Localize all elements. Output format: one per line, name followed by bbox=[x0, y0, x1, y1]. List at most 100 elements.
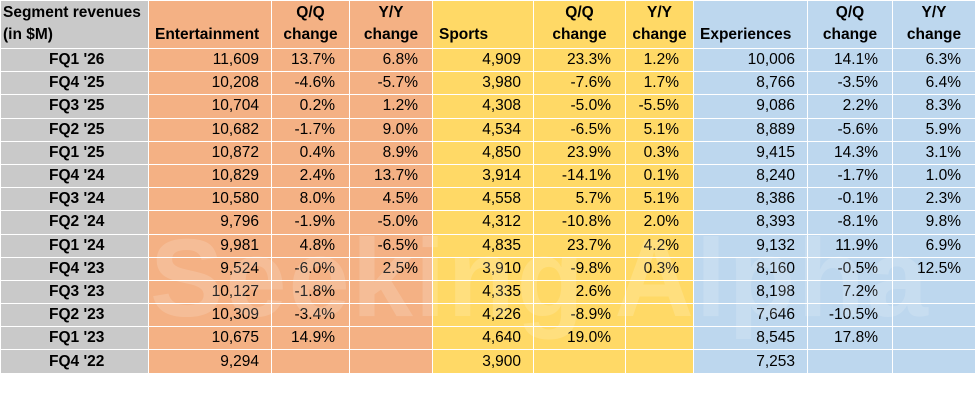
sports-qq-cell: 23.9% bbox=[533, 140, 626, 165]
experiences-qq-cell bbox=[807, 349, 893, 374]
sports-revenue-cell: 4,558 bbox=[432, 187, 534, 212]
experiences-yy-cell bbox=[892, 326, 975, 351]
entertainment-qq-cell: -6.0% bbox=[271, 256, 350, 281]
experiences-revenue-cell: 8,240 bbox=[693, 163, 808, 189]
sports-qq-cell: -14.1% bbox=[533, 163, 626, 189]
period-cell: FQ2 '25 bbox=[0, 117, 149, 142]
sports-revenue-cell: 3,914 bbox=[432, 163, 534, 189]
experiences-yy-cell: 6.4% bbox=[892, 71, 975, 96]
segment-revenues-header: Segment revenues (in $M) bbox=[0, 0, 149, 49]
sports-revenue-cell: 4,308 bbox=[432, 94, 534, 119]
experiences-qq-cell: -0.5% bbox=[807, 256, 893, 281]
entertainment-yy-cell bbox=[349, 279, 433, 305]
sports-qq-cell: 19.0% bbox=[533, 326, 626, 351]
sports-yy-cell: 0.1% bbox=[625, 163, 694, 189]
experiences-revenue-cell: 8,545 bbox=[693, 326, 808, 351]
experiences-revenue-cell: 8,160 bbox=[693, 256, 808, 281]
experiences-qq-cell: 2.2% bbox=[807, 94, 893, 119]
entertainment-qq-cell: 2.4% bbox=[271, 163, 350, 189]
entertainment-yy-cell: -5.0% bbox=[349, 210, 433, 235]
experiences-qq-cell: 7.2% bbox=[807, 279, 893, 305]
entertainment-revenue-cell: 10,829 bbox=[148, 163, 272, 189]
table-row: FQ1 '24 9,981 4.8% -6.5% 4,835 23.7% 4.2% 9,132… bbox=[0, 233, 975, 258]
sports-revenue-cell: 4,640 bbox=[432, 326, 534, 351]
entertainment-qq-cell: 14.9% bbox=[271, 326, 350, 351]
experiences-yy-cell: 6.9% bbox=[892, 233, 975, 258]
entertainment-qq-cell: -1.8% bbox=[271, 279, 350, 305]
entertainment-yy-cell bbox=[349, 326, 433, 351]
entertainment-yy-cell: 9.0% bbox=[349, 117, 433, 142]
sports-revenue-cell: 4,335 bbox=[432, 279, 534, 305]
experiences-yy-cell: 1.0% bbox=[892, 163, 975, 189]
entertainment-revenue-cell: 10,675 bbox=[148, 326, 272, 351]
sports-qq-cell bbox=[533, 349, 626, 374]
experiences-qq-cell: 14.1% bbox=[807, 47, 893, 73]
period-cell: FQ3 '23 bbox=[0, 279, 149, 305]
experiences-qq-cell: -3.5% bbox=[807, 71, 893, 96]
entertainment-revenue-cell: 9,981 bbox=[148, 233, 272, 258]
entertainment-qq-cell: 4.8% bbox=[271, 233, 350, 258]
sports-revenue-cell: 3,900 bbox=[432, 349, 534, 374]
table-row: FQ1 '25 10,872 0.4% 8.9% 4,850 23.9% 0.3% 9,415… bbox=[0, 140, 975, 165]
experiences-revenue-cell: 7,253 bbox=[693, 349, 808, 374]
sports-yy-cell: 1.2% bbox=[625, 47, 694, 73]
table-row: FQ3 '24 10,580 8.0% 4.5% 4,558 5.7% 5.1% 8,386-… bbox=[0, 187, 975, 212]
sports-revenue-cell: 4,850 bbox=[432, 140, 534, 165]
sports-yy-cell: 1.7% bbox=[625, 71, 694, 96]
sports-yy-cell: -5.5% bbox=[625, 94, 694, 119]
period-cell: FQ2 '23 bbox=[0, 303, 149, 328]
sports-revenue-cell: 4,534 bbox=[432, 117, 534, 142]
experiences-yy-cell bbox=[892, 349, 975, 374]
entertainment-yy-cell bbox=[349, 303, 433, 328]
experiences-revenue-cell: 9,415 bbox=[693, 140, 808, 165]
table-row: FQ3 '23 10,127 -1.8% 4,335 2.6% 8,198 7.2% bbox=[0, 279, 975, 305]
period-cell: FQ4 '24 bbox=[0, 163, 149, 189]
period-cell: FQ4 '25 bbox=[0, 71, 149, 96]
experiences-qq-cell: 17.8% bbox=[807, 326, 893, 351]
entertainment-revenue-cell: 10,682 bbox=[148, 117, 272, 142]
entertainment-qq-cell: 0.2% bbox=[271, 94, 350, 119]
entertainment-yy-cell: 8.9% bbox=[349, 140, 433, 165]
sports-yy-cell: 2.0% bbox=[625, 210, 694, 235]
entertainment-revenue-cell: 11,609 bbox=[148, 47, 272, 73]
entertainment-revenue-cell: 9,294 bbox=[148, 349, 272, 374]
entertainment-yy-cell: 6.8% bbox=[349, 47, 433, 73]
entertainment-yy-cell: 4.5% bbox=[349, 187, 433, 212]
sports-header: Sports bbox=[432, 0, 534, 49]
period-cell: FQ4 '23 bbox=[0, 256, 149, 281]
experiences-qq-cell: 11.9% bbox=[807, 233, 893, 258]
sports-qq-header: Q/Q change bbox=[533, 0, 626, 49]
sports-qq-cell: -8.9% bbox=[533, 303, 626, 328]
period-cell: FQ4 '22 bbox=[0, 349, 149, 374]
sports-yy-cell: 5.1% bbox=[625, 187, 694, 212]
entertainment-revenue-cell: 10,580 bbox=[148, 187, 272, 212]
table-row: FQ4 '22 9,294 3,900 7,253 bbox=[0, 349, 975, 374]
entertainment-qq-cell: 13.7% bbox=[271, 47, 350, 73]
period-cell: FQ1 '24 bbox=[0, 233, 149, 258]
entertainment-qq-cell: -1.9% bbox=[271, 210, 350, 235]
table-header: Segment revenues (in $M) Entertainment Q/… bbox=[0, 0, 975, 49]
entertainment-revenue-cell: 10,704 bbox=[148, 94, 272, 119]
sports-revenue-cell: 3,910 bbox=[432, 256, 534, 281]
period-cell: FQ1 '25 bbox=[0, 140, 149, 165]
experiences-yy-cell: 8.3% bbox=[892, 94, 975, 119]
table-row: FQ4 '24 10,829 2.4% 13.7% 3,914 -14.1% 0.1% 8,2… bbox=[0, 163, 975, 189]
entertainment-revenue-cell: 9,796 bbox=[148, 210, 272, 235]
entertainment-yy-cell: 2.5% bbox=[349, 256, 433, 281]
entertainment-yy-cell bbox=[349, 349, 433, 374]
entertainment-qq-cell: -3.4% bbox=[271, 303, 350, 328]
sports-yy-cell bbox=[625, 326, 694, 351]
experiences-qq-cell: -0.1% bbox=[807, 187, 893, 212]
table-row: FQ3 '25 10,704 0.2% 1.2% 4,308 -5.0% -5.5% 9,08… bbox=[0, 94, 975, 119]
period-cell: FQ3 '24 bbox=[0, 187, 149, 212]
entertainment-qq-header: Q/Q change bbox=[271, 0, 350, 49]
experiences-revenue-cell: 8,889 bbox=[693, 117, 808, 142]
sports-yy-cell bbox=[625, 279, 694, 305]
entertainment-qq-cell: 8.0% bbox=[271, 187, 350, 212]
sports-yy-cell: 5.1% bbox=[625, 117, 694, 142]
sports-revenue-cell: 4,226 bbox=[432, 303, 534, 328]
experiences-revenue-cell: 9,132 bbox=[693, 233, 808, 258]
experiences-yy-cell: 12.5% bbox=[892, 256, 975, 281]
experiences-yy-cell: 2.3% bbox=[892, 187, 975, 212]
